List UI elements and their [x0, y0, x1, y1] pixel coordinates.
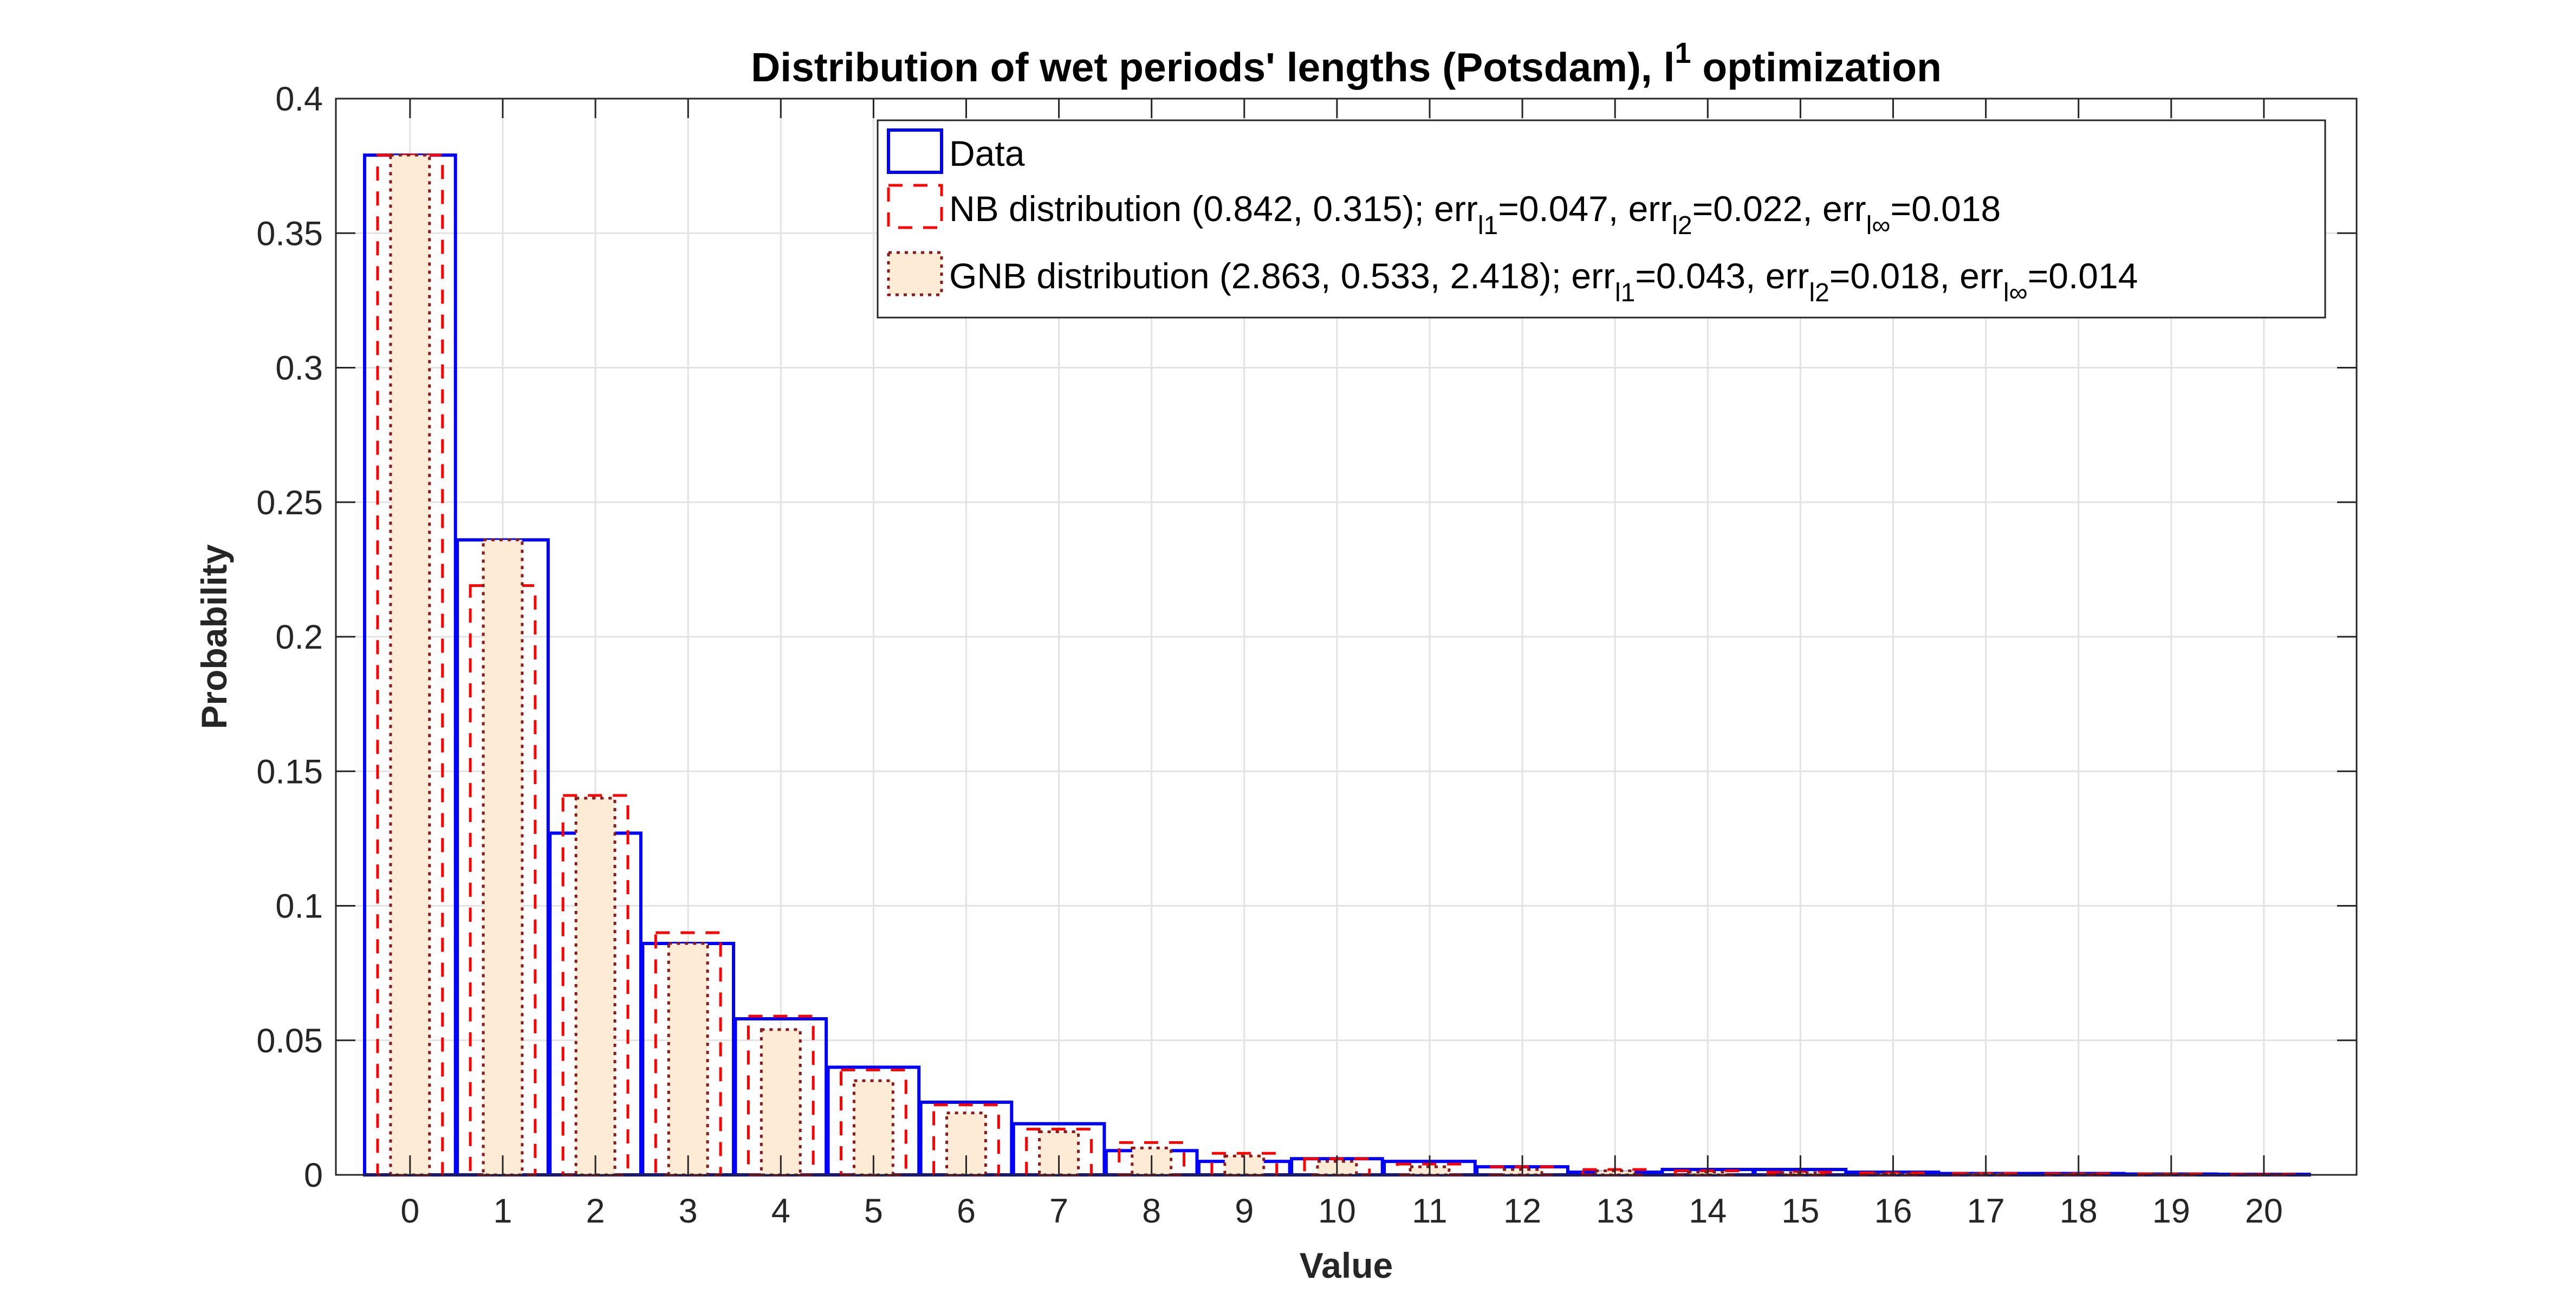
- bar-nb-distribution-7: [1025, 1128, 1093, 1176]
- legend-label-data: Data: [949, 133, 1025, 173]
- x-tick-label: 10: [1318, 1192, 1356, 1230]
- x-tick-label: 15: [1781, 1192, 1819, 1230]
- bar-nb-distribution-3: [654, 931, 722, 1176]
- x-tick-label: 8: [1142, 1192, 1161, 1230]
- bar-gnb-distribution-3: [667, 942, 709, 1176]
- bar-gnb-distribution-0: [389, 153, 431, 1176]
- x-tick-label: 0: [400, 1192, 419, 1230]
- legend-swatch-gnb-distribution: [887, 251, 943, 296]
- x-axis-label: Value: [1300, 1245, 1393, 1285]
- y-axis-label: Probability: [194, 544, 234, 729]
- x-tick-label: 13: [1596, 1192, 1634, 1230]
- x-tick-label: 14: [1689, 1192, 1727, 1230]
- y-tick-label: 0.35: [256, 215, 323, 253]
- bar-nb-distribution-9: [1210, 1152, 1279, 1176]
- y-tick-label: 0.25: [256, 484, 323, 522]
- legend-swatch-nb-distribution: [887, 184, 943, 229]
- y-tick-label: 0.4: [275, 80, 323, 118]
- bar-nb-distribution-6: [932, 1103, 1000, 1176]
- legend-box: [877, 119, 2326, 319]
- legend-swatch-data: [887, 128, 943, 174]
- x-tick-label: 17: [1967, 1192, 2005, 1230]
- x-tick-label: 12: [1503, 1192, 1541, 1230]
- legend-label-gnb-distribution: GNB distribution (2.863, 0.533, 2.418); …: [949, 256, 2138, 307]
- legend-label-nb-distribution: NB distribution (0.842, 0.315); errl1=0.…: [949, 189, 2001, 240]
- bar-gnb-distribution-1: [482, 538, 524, 1176]
- x-tick-label: 5: [864, 1192, 883, 1230]
- x-tick-label: 18: [2060, 1192, 2098, 1230]
- x-tick-label: 2: [586, 1192, 605, 1230]
- y-tick-label: 0.15: [256, 753, 323, 791]
- x-tick-label: 9: [1235, 1192, 1254, 1230]
- x-tick-label: 19: [2152, 1192, 2190, 1230]
- x-tick-label: 6: [957, 1192, 976, 1230]
- y-tick-label: 0.2: [275, 618, 323, 656]
- x-tick-label: 4: [771, 1192, 790, 1230]
- bar-gnb-distribution-4: [760, 1028, 802, 1176]
- x-tick-label: 3: [679, 1192, 698, 1230]
- x-tick-label: 1: [493, 1192, 512, 1230]
- x-tick-label: 11: [1412, 1192, 1447, 1230]
- x-tick-label: 7: [1049, 1192, 1068, 1230]
- chart-text: 00.050.10.150.20.250.30.350.40 1 2 3 4 5 6 7 8 9 1…: [194, 37, 2283, 1285]
- x-tick-label: 16: [1874, 1192, 1912, 1230]
- y-tick-label: 0.1: [275, 888, 323, 926]
- y-tick-label: 0: [304, 1156, 323, 1194]
- bar-gnb-distribution-2: [574, 797, 617, 1176]
- y-tick-label: 0.3: [275, 350, 323, 387]
- x-tick-label: 20: [2245, 1192, 2283, 1230]
- chart-title: Distribution of wet periods' lengths (Po…: [751, 37, 1942, 90]
- legend: Data NB distribution (0.842, 0.315); errl…: [877, 119, 2326, 319]
- y-tick-label: 0.05: [256, 1022, 323, 1060]
